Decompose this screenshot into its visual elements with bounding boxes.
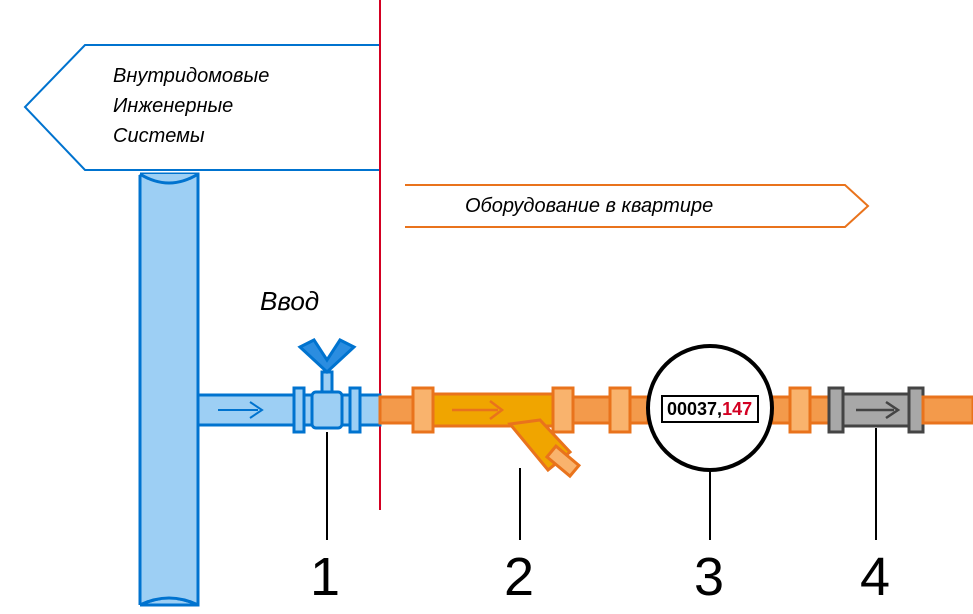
ball-valve	[294, 340, 380, 432]
left-callout: Внутридомовые Инженерные Системы	[25, 45, 380, 170]
riser-pipe	[140, 174, 198, 605]
right-callout-text: Оборудование в квартире	[465, 195, 713, 217]
blue-branch	[198, 395, 295, 425]
orange-pipe-4	[923, 397, 973, 423]
label-4: 4	[860, 547, 890, 607]
label-3: 3	[694, 547, 724, 607]
label-2: 2	[504, 547, 534, 607]
diagram-svg: Внутридомовые Инженерные Системы Оборудо…	[0, 0, 973, 614]
strainer-filter	[413, 388, 579, 476]
orange-pipe-2	[573, 397, 611, 423]
meter-int: 00037,	[667, 399, 722, 419]
left-callout-line3: Системы	[113, 125, 205, 147]
left-callout-line2: Инженерные	[113, 95, 233, 117]
left-callout-line1: Внутридомовые	[113, 65, 269, 87]
check-valve	[829, 388, 923, 432]
right-callout: Оборудование в квартире	[405, 185, 868, 227]
svg-text:00037,147: 00037,147	[667, 399, 752, 419]
meter-frac: 147	[722, 399, 752, 419]
water-meter: 00037,147	[610, 346, 810, 470]
input-label: Ввод	[260, 286, 319, 316]
orange-pipe-1	[380, 397, 414, 423]
leader-lines	[327, 428, 876, 540]
label-1: 1	[310, 547, 340, 607]
orange-pipe-3	[810, 397, 830, 423]
